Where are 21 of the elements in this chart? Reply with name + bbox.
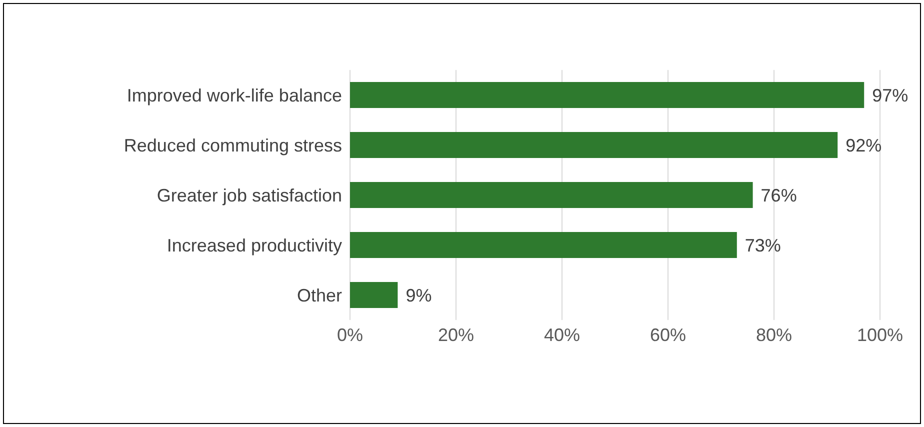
x-tick-label: 80% bbox=[756, 324, 792, 345]
x-tick-label: 100% bbox=[856, 324, 904, 345]
x-tick-label: 20% bbox=[438, 324, 474, 345]
x-tick-label: 60% bbox=[650, 324, 686, 345]
y-tick-label: Greater job satisfaction bbox=[156, 185, 342, 206]
bar bbox=[350, 132, 838, 158]
y-tick-label: Other bbox=[296, 285, 342, 306]
x-tick-label: 40% bbox=[544, 324, 580, 345]
data-label: 9% bbox=[406, 285, 432, 306]
bar bbox=[350, 182, 753, 208]
data-label: 76% bbox=[760, 185, 797, 206]
data-label: 92% bbox=[846, 135, 882, 156]
y-tick-label: Improved work-life balance bbox=[126, 85, 342, 106]
y-tick-label: Increased productivity bbox=[166, 235, 342, 256]
y-tick-label: Reduced commuting stress bbox=[124, 135, 342, 156]
data-label: 97% bbox=[872, 85, 908, 106]
bar bbox=[350, 282, 398, 308]
x-tick-label: 0% bbox=[336, 324, 364, 345]
bar bbox=[350, 232, 737, 258]
bar bbox=[350, 82, 864, 108]
data-label: 73% bbox=[744, 235, 781, 256]
